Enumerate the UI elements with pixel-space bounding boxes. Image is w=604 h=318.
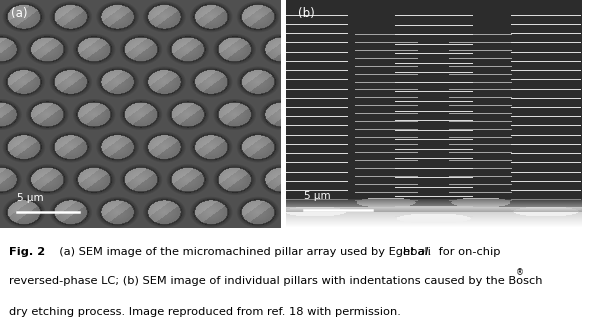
Text: Fig. 2: Fig. 2 [9,247,45,257]
Text: 5 μm: 5 μm [17,193,43,203]
Text: (a): (a) [11,7,28,20]
Text: 5 μm: 5 μm [304,190,330,201]
Text: (b): (b) [298,7,315,20]
Text: ®: ® [516,268,524,278]
Text: reversed-phase LC; (b) SEM image of individual pillars with indentations caused : reversed-phase LC; (b) SEM image of indi… [9,276,542,286]
Text: dry etching process. Image reproduced from ref. 18 with permission.: dry etching process. Image reproduced fr… [9,307,401,317]
Text: (a) SEM image of the micromachined pillar array used by Eghbali: (a) SEM image of the micromachined pilla… [52,247,435,257]
Text: et al.: et al. [403,247,432,257]
Text: for on-chip: for on-chip [435,247,501,257]
